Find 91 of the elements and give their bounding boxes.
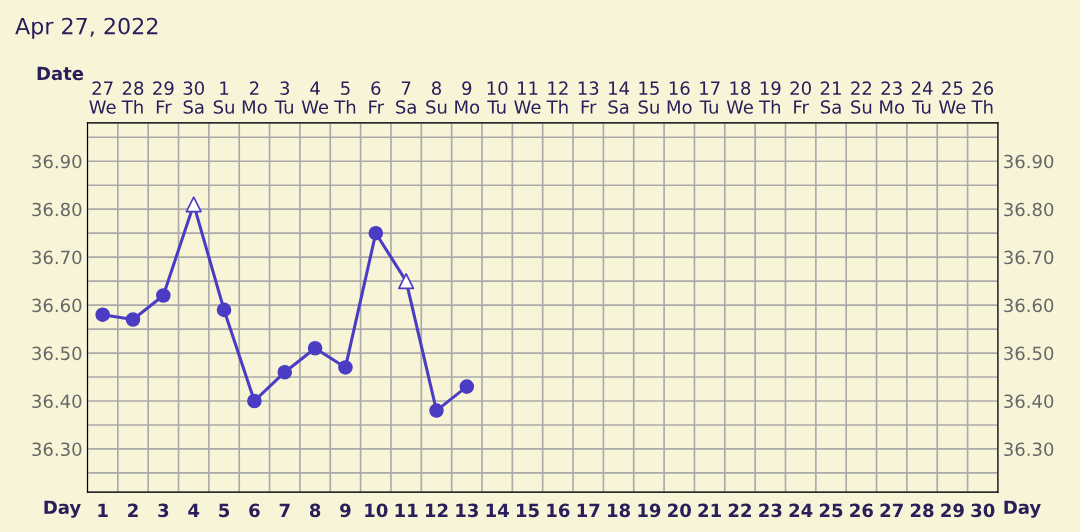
x-tick-label: 16 (547, 503, 570, 518)
y2-tick-label: 36.50 (1004, 346, 1054, 361)
text: 13 Fr (578, 81, 599, 114)
x-tick-label: 24 (789, 503, 813, 517)
x-tick-label: 15 (517, 503, 539, 518)
text: 6 Fr (369, 81, 385, 114)
point (125, 312, 141, 327)
point (185, 196, 202, 213)
text: 29 Fr (153, 81, 174, 114)
point (429, 403, 444, 418)
text: 30 Sa (183, 81, 204, 114)
x-tick-label: 1 (98, 503, 108, 517)
x-tick-label: 29 (941, 503, 964, 518)
x-tick-label: 26 (850, 503, 873, 518)
x-tick-label: 9 (340, 503, 351, 518)
text: 11 We (514, 81, 541, 114)
x-tick-label: 14 (486, 503, 509, 517)
point (307, 340, 323, 356)
text: 17 Tu (699, 81, 720, 114)
x-tick-label: 12 (425, 503, 448, 517)
text: 15 Su (638, 81, 659, 114)
x-tick-label: 22 (728, 503, 751, 517)
text: 10 Tu (487, 81, 508, 114)
x-tick-label: 17 (577, 503, 600, 517)
y-tick-label: 36.60 (32, 298, 82, 313)
y-tick-label: 36.80 (32, 202, 82, 217)
x-tick-label: 21 (698, 503, 721, 517)
point (156, 288, 171, 303)
text: 16 Mo (667, 81, 692, 114)
text: 19 Th (759, 81, 781, 114)
text: 12 Th (546, 81, 568, 114)
x-tick-label: 4 (188, 503, 200, 517)
x-tick-label: 23 (759, 503, 782, 518)
x-tick-label: 19 (638, 503, 661, 518)
text: Day (44, 500, 81, 518)
text: 26 Th (971, 81, 994, 114)
point (398, 273, 415, 290)
chart-title: Apr 27, 2022 (15, 17, 158, 39)
text: 25 We (939, 81, 966, 114)
x-tick-label: 2 (128, 503, 138, 517)
point (216, 302, 232, 318)
y-tick-label: 36.90 (32, 154, 82, 169)
x-tick-label: 18 (608, 503, 631, 518)
y2-tick-label: 36.30 (1004, 442, 1054, 457)
text: 7 Sa (396, 81, 416, 114)
y2-tick-label: 36.40 (1004, 394, 1054, 409)
x-tick-label: 13 (456, 503, 478, 518)
x-tick-label: 25 (819, 503, 843, 518)
x-tick-label: 3 (158, 503, 169, 518)
x-tick-label: 5 (219, 503, 230, 518)
y2-tick-label: 36.80 (1004, 202, 1054, 217)
point (459, 379, 475, 394)
x-tick-label: 10 (365, 503, 388, 518)
text: 24 Tu (911, 81, 933, 114)
x-tick-label: 8 (309, 503, 321, 518)
y2-tick-label: 36.60 (1004, 298, 1054, 313)
x-tick-label: 30 (971, 503, 995, 518)
x2-axis-title: Date (37, 66, 84, 81)
x-tick-label: 6 (249, 503, 260, 518)
x-tick-label: 7 (279, 503, 290, 517)
text: 3 Tu (274, 81, 293, 114)
point (247, 393, 262, 409)
text: 14 Sa (608, 81, 630, 114)
y-tick-label: 36.40 (32, 394, 82, 409)
x-axis-title: Day (1004, 500, 1041, 518)
y-tick-label: 36.50 (32, 346, 82, 361)
text: 2 Mo (242, 81, 267, 114)
text: 27 We (89, 81, 116, 114)
y-tick-label: 36.70 (32, 250, 82, 265)
text: 21 Sa (820, 81, 841, 114)
point (368, 225, 384, 241)
text: 18 We (726, 81, 753, 114)
point (338, 360, 353, 375)
text: 8 Su (426, 81, 447, 114)
text: 9 Mo (455, 81, 480, 114)
text: 1 Su (213, 81, 234, 114)
x-tick-label: 20 (668, 503, 691, 518)
y2-tick-label: 36.90 (1004, 154, 1054, 169)
text: 20 Fr (790, 81, 811, 114)
y-tick-label: 36.30 (32, 442, 82, 457)
point (277, 364, 293, 380)
text: 4 We (301, 81, 329, 114)
text: 28 Th (121, 81, 144, 114)
x-tick-label: 11 (395, 503, 418, 517)
text: 5 Th (334, 81, 356, 114)
point (95, 307, 110, 322)
y2-tick-label: 36.70 (1004, 250, 1054, 265)
x-tick-label: 28 (910, 503, 934, 518)
x-tick-label: 27 (880, 503, 903, 517)
text: 22 Su (851, 81, 872, 114)
text: 23 Mo (880, 81, 905, 114)
